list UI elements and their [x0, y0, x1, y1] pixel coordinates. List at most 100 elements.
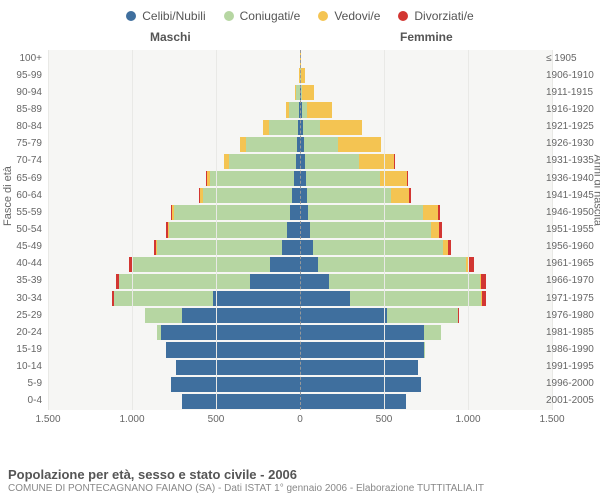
x-tick-label: 1.500	[35, 414, 60, 425]
age-label: 50-54	[16, 225, 42, 235]
bar-segment-div	[438, 205, 441, 220]
bar-female	[300, 394, 406, 409]
bar-female	[300, 291, 486, 306]
bar-row	[48, 240, 552, 255]
birth-label: 1941-1945	[546, 191, 594, 201]
bar-row	[48, 137, 552, 152]
bar-female	[300, 171, 408, 186]
bar-male	[171, 205, 300, 220]
legend-item: Vedovi/e	[318, 6, 380, 26]
bar-segment-single	[298, 120, 300, 135]
plot-area	[48, 50, 552, 410]
x-tick-label: 0	[297, 414, 303, 425]
chart-title: Popolazione per età, sesso e stato civil…	[8, 467, 484, 482]
bar-segment-div	[409, 188, 411, 203]
age-label: 85-89	[16, 105, 42, 115]
age-label: 25-29	[16, 311, 42, 321]
birth-label: 1951-1955	[546, 225, 594, 235]
bar-segment-widow	[263, 120, 270, 135]
birth-label: 1956-1960	[546, 242, 594, 252]
bar-segment-married	[296, 85, 299, 100]
bar-male	[263, 120, 300, 135]
bar-female	[300, 308, 459, 323]
birth-label: 1916-1920	[546, 105, 594, 115]
footer: Popolazione per età, sesso e stato civil…	[8, 467, 484, 494]
age-label: 45-49	[16, 242, 42, 252]
bar-female	[300, 68, 305, 83]
bar-segment-married	[132, 257, 270, 272]
legend-item: Coniugati/e	[224, 6, 301, 26]
age-label: 5-9	[28, 379, 42, 389]
bar-segment-div	[481, 274, 485, 289]
bar-row	[48, 360, 552, 375]
bar-female	[300, 137, 381, 152]
x-axis-labels: 1.5001.00050005001.0001.500	[48, 414, 552, 434]
bar-segment-single	[213, 291, 300, 306]
bar-segment-married	[119, 274, 250, 289]
bar-segment-single	[300, 205, 308, 220]
bar-segment-married	[424, 325, 441, 340]
bar-segment-married	[307, 188, 391, 203]
bar-row	[48, 377, 552, 392]
bar-segment-div	[458, 308, 459, 323]
bar-female	[300, 51, 301, 66]
x-tick-label: 500	[376, 414, 393, 425]
age-label: 10-14	[16, 362, 42, 372]
bar-segment-widow	[391, 188, 409, 203]
legend-swatch	[126, 11, 136, 21]
bar-segment-single	[296, 154, 300, 169]
age-label: 55-59	[16, 208, 42, 218]
bar-segment-single	[290, 205, 300, 220]
bar-male	[286, 102, 300, 117]
bar-male	[299, 68, 300, 83]
bar-female	[300, 325, 441, 340]
bar-segment-married	[308, 205, 422, 220]
bar-male	[171, 377, 300, 392]
bar-segment-single	[250, 274, 300, 289]
bar-segment-married	[303, 120, 320, 135]
age-label: 95-99	[16, 71, 42, 81]
bar-segment-div	[439, 222, 442, 237]
age-label: 90-94	[16, 88, 42, 98]
legend: Celibi/Nubili Coniugati/e Vedovi/e Divorzia…	[0, 0, 600, 26]
bar-female	[300, 154, 395, 169]
x-tick-label: 500	[208, 414, 225, 425]
bar-female	[300, 257, 474, 272]
bar-male	[176, 360, 300, 375]
birth-label: 1966-1970	[546, 276, 594, 286]
birth-label: 1946-1950	[546, 208, 594, 218]
age-label: 75-79	[16, 139, 42, 149]
bar-segment-single	[300, 222, 310, 237]
legend-label: Vedovi/e	[334, 9, 380, 23]
x-tick-label: 1.000	[119, 414, 144, 425]
bar-segment-widow	[302, 85, 314, 100]
bar-female	[300, 205, 440, 220]
bar-segment-single	[176, 360, 300, 375]
bar-segment-single	[300, 274, 329, 289]
bar-segment-single	[300, 240, 313, 255]
bar-segment-single	[299, 102, 300, 117]
bar-segment-single	[182, 394, 300, 409]
bar-row	[48, 342, 552, 357]
legend-swatch	[398, 11, 408, 21]
y-axis-labels-right: 2001-20051996-20001991-19951986-19901981…	[542, 50, 600, 410]
chart-area: Maschi Femmine Fasce di età Anni di nasc…	[0, 26, 600, 446]
bar-female	[300, 120, 362, 135]
bar-segment-widow	[307, 102, 332, 117]
bar-segment-married	[246, 137, 296, 152]
bar-segment-married	[300, 68, 301, 83]
legend-label: Celibi/Nubili	[142, 9, 205, 23]
bar-segment-widow	[423, 205, 438, 220]
bar-segment-married	[318, 257, 466, 272]
bar-segment-div	[482, 291, 485, 306]
bar-segment-married	[304, 137, 338, 152]
bar-segment-single	[300, 325, 424, 340]
bar-male	[224, 154, 300, 169]
legend-label: Coniugati/e	[240, 9, 301, 23]
legend-item: Divorziati/e	[398, 6, 473, 26]
age-label: 70-74	[16, 156, 42, 166]
bar-male	[295, 85, 300, 100]
x-tick-label: 1.000	[455, 414, 480, 425]
bar-row	[48, 325, 552, 340]
age-label: 15-19	[16, 345, 42, 355]
